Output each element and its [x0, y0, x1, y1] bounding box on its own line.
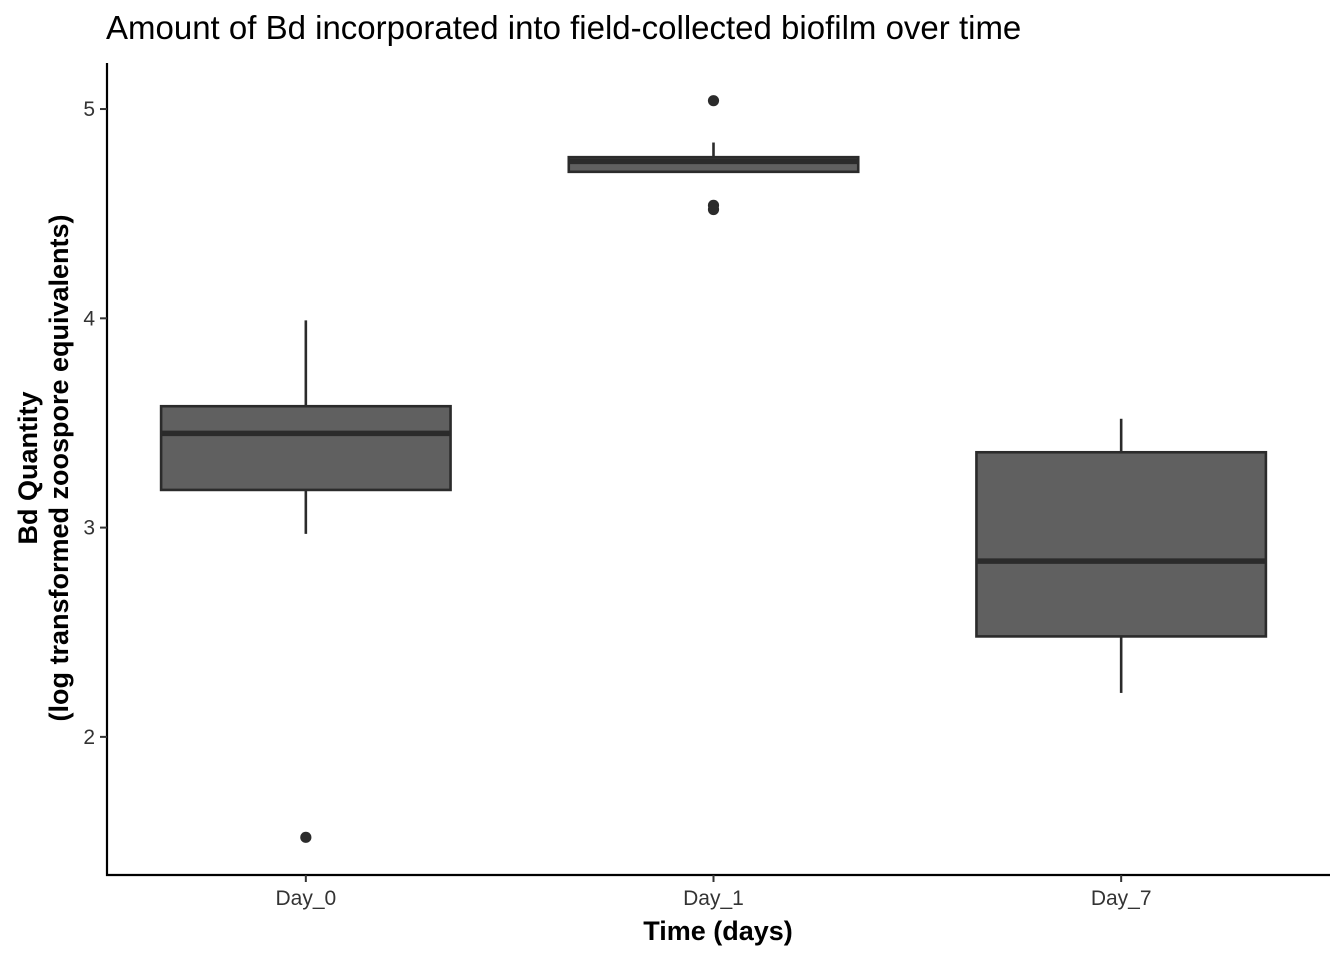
iqr-box: [975, 450, 1268, 638]
box-day-1: [567, 95, 860, 216]
x-axis-ticks: Day_0 Day_1 Day_7: [275, 875, 1152, 910]
outlier-point: [707, 95, 720, 107]
box-day-7: [975, 418, 1268, 693]
y-axis-title: Bd Quantity (log transformed zoospore eq…: [13, 214, 74, 721]
x-tick-label: Day_0: [275, 887, 336, 910]
y-tick-label: 4: [83, 307, 95, 330]
y-axis-title-line1: Bd Quantity: [13, 392, 43, 545]
outlier-point: [707, 203, 720, 216]
x-axis-title: Time (days): [643, 916, 793, 946]
x-tick-label: Day_7: [1091, 887, 1152, 910]
y-axis-title-line2: (log transformed zoospore equivalents): [44, 214, 74, 721]
y-tick-label: 5: [83, 98, 95, 121]
outlier-point: [300, 831, 312, 843]
box-day-0: [159, 320, 452, 843]
y-tick-label: 3: [83, 517, 95, 540]
x-tick-label: Day_1: [683, 887, 744, 910]
y-axis-ticks: 2 3 4 5: [83, 98, 107, 749]
y-tick-label: 2: [83, 726, 95, 749]
plot-area: [159, 95, 1268, 843]
chart-title: Amount of Bd incorporated into field-col…: [106, 9, 1021, 46]
iqr-box: [159, 404, 452, 492]
